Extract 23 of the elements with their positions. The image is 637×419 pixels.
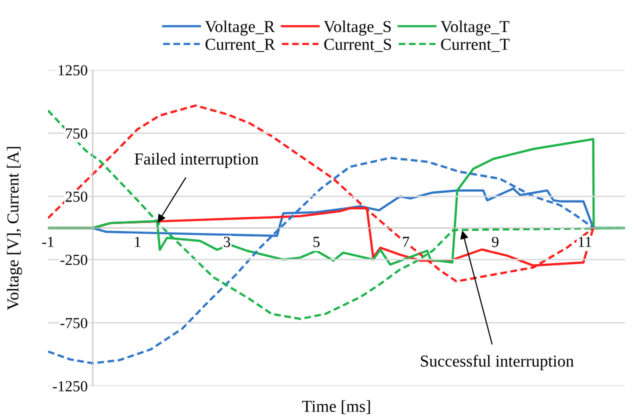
y-tick-label: -250 [60, 254, 88, 266]
legend-label: Voltage_S [324, 20, 391, 36]
x-tick-label: 11 [578, 236, 592, 247]
legend-label: Current_S [324, 38, 392, 52]
x-tick-label: 7 [403, 236, 410, 247]
annotation: Failed interruption [134, 152, 258, 168]
legend-label: Current_R [206, 38, 276, 52]
x-tick-label: 9 [492, 236, 498, 248]
y-axis-title: Voltage [V], Current [A] [6, 147, 22, 310]
legend-label: Voltage_T [440, 20, 510, 36]
x-tick-label: -1 [42, 236, 54, 247]
x-tick-label: 5 [313, 236, 320, 248]
y-tick-label: 1250 [58, 65, 88, 76]
x-tick-label: 1 [134, 236, 140, 247]
y-tick-label: 250 [66, 192, 88, 202]
annotation: Successful interruption [420, 354, 574, 370]
y-tick-label: -750 [60, 318, 88, 328]
x-tick-label: 3 [224, 236, 230, 248]
y-tick-label: -1250 [52, 381, 88, 392]
y-tick-label: 750 [66, 128, 88, 139]
legend-label: Voltage_R [205, 20, 275, 36]
x-axis-title: Time [ms] [302, 400, 370, 414]
legend-label: Current_T [441, 38, 510, 52]
